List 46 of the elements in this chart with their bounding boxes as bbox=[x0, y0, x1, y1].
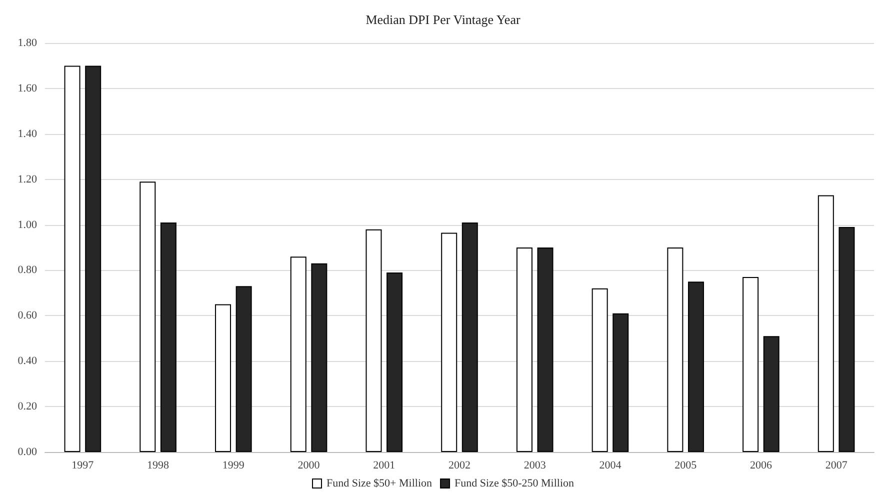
y-tick-label: 0.00 bbox=[18, 446, 38, 458]
bar bbox=[612, 313, 629, 452]
bar bbox=[215, 304, 232, 452]
x-tick-label: 2000 bbox=[298, 460, 320, 472]
y-tick-label: 0.60 bbox=[18, 310, 38, 322]
y-tick-label: 1.20 bbox=[18, 173, 38, 186]
bar bbox=[516, 248, 532, 452]
x-tick-label: 1998 bbox=[147, 460, 170, 472]
bar bbox=[160, 222, 176, 452]
x-tick-label: 2007 bbox=[825, 460, 848, 472]
bar bbox=[838, 227, 855, 452]
y-tick-label: 0.20 bbox=[18, 400, 38, 413]
bar bbox=[386, 272, 403, 452]
x-tick-label: 2003 bbox=[524, 460, 546, 472]
bar bbox=[85, 66, 102, 452]
bar bbox=[311, 263, 328, 452]
bar bbox=[537, 248, 554, 452]
y-tick-label: 0.40 bbox=[18, 355, 38, 368]
bar bbox=[763, 336, 780, 452]
x-tick-label: 2002 bbox=[448, 460, 470, 472]
y-tick-label: 1.80 bbox=[18, 37, 38, 49]
legend-label: Fund Size $50+ Million bbox=[326, 478, 433, 490]
x-tick-label: 2004 bbox=[599, 460, 622, 472]
bar bbox=[742, 277, 759, 452]
x-tick-label: 2001 bbox=[373, 460, 396, 472]
bar bbox=[64, 66, 80, 452]
bar bbox=[366, 229, 382, 452]
x-tick-label: 1997 bbox=[72, 460, 94, 472]
y-tick-label: 0.80 bbox=[18, 264, 38, 276]
bar bbox=[441, 232, 458, 452]
bar bbox=[667, 248, 684, 452]
y-tick-label: 1.00 bbox=[18, 218, 38, 231]
bar bbox=[818, 195, 834, 452]
bar bbox=[140, 182, 156, 452]
bar bbox=[688, 282, 704, 452]
bar bbox=[290, 256, 306, 452]
bar bbox=[462, 222, 478, 452]
legend-label: Fund Size $50-250 Million bbox=[454, 478, 574, 490]
x-tick-label: 2006 bbox=[750, 460, 772, 472]
bar bbox=[236, 286, 252, 452]
y-tick-label: 1.40 bbox=[18, 128, 38, 140]
chart-title: Median DPI Per Vintage Year bbox=[366, 12, 521, 27]
y-tick-label: 1.60 bbox=[18, 82, 38, 94]
x-tick-label: 2005 bbox=[674, 460, 698, 472]
bar bbox=[592, 288, 608, 452]
x-tick-label: 1999 bbox=[222, 460, 245, 472]
